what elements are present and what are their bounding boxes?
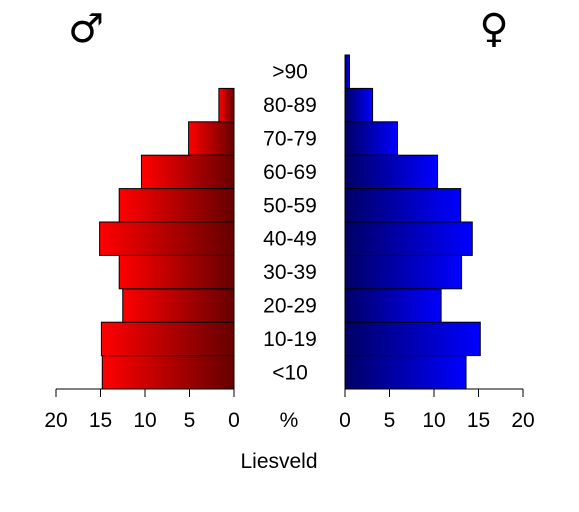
male-bar: [99, 221, 235, 256]
female-bar: [344, 221, 473, 256]
male-bar: [218, 87, 235, 123]
male-bar: [188, 121, 235, 156]
female-bar: [344, 355, 467, 390]
age-group-label: 30-39: [263, 261, 317, 284]
axis-unit-label: %: [280, 409, 299, 432]
x-tick-label: 10: [133, 409, 156, 432]
female-bar: [344, 254, 463, 290]
male-symbol-icon: ♂: [68, 6, 104, 52]
age-group-label: >90: [272, 61, 308, 84]
x-tick-label: 15: [89, 409, 112, 432]
x-tick-label: 20: [44, 409, 67, 432]
male-bars: [99, 87, 235, 390]
age-group-label: 20-29: [263, 295, 317, 318]
male-bar: [100, 321, 235, 357]
x-tick-label: 0: [339, 409, 351, 432]
x-tick-label: 5: [384, 409, 396, 432]
male-bar: [118, 188, 235, 223]
age-group-label: 10-19: [263, 328, 317, 351]
x-tick-label: 5: [184, 409, 196, 432]
age-group-labels: <10 10-19 20-29 30-39 40-49 50-59 60-69 70-79 80…: [263, 61, 317, 385]
female-symbol-icon: ♀: [479, 6, 508, 52]
female-bar: [344, 321, 481, 357]
male-bar: [122, 288, 235, 323]
age-group-label: 40-49: [263, 228, 317, 251]
male-bar: [101, 355, 235, 390]
female-bar: [344, 288, 442, 323]
female-bar: [344, 121, 399, 156]
age-group-label: <10: [272, 361, 308, 384]
female-bar: [344, 54, 350, 89]
x-tick-label: 20: [511, 409, 534, 432]
x-tick-label: 0: [228, 409, 240, 432]
female-bar: [344, 188, 462, 223]
x-axes: 20 15 10 5 0 0 5 10 15 20: [44, 388, 535, 432]
age-group-label: 50-59: [263, 194, 317, 217]
x-tick-label: 15: [467, 409, 490, 432]
male-bar: [140, 154, 235, 190]
chart-title: Liesveld: [240, 450, 317, 473]
x-tick-label: 10: [422, 409, 445, 432]
female-bar: [344, 87, 374, 123]
age-group-label: 80-89: [263, 94, 317, 117]
female-bar: [344, 154, 439, 190]
age-group-label: 60-69: [263, 161, 317, 184]
female-bars: [344, 54, 481, 390]
age-group-label: 70-79: [263, 128, 317, 151]
male-bar: [118, 254, 235, 290]
